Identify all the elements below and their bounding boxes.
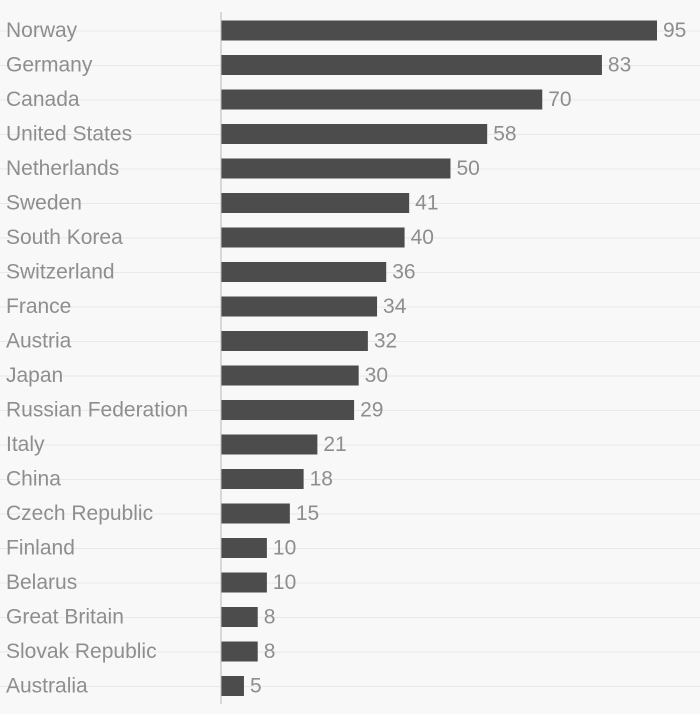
value-label: 8 [264, 640, 276, 663]
category-label: Finland [6, 537, 75, 560]
bar [221, 607, 258, 627]
category-label: Japan [6, 364, 63, 387]
category-label: Slovak Republic [6, 640, 157, 663]
category-label: United States [6, 123, 132, 146]
value-label: 10 [273, 537, 296, 560]
category-label: Great Britain [6, 606, 124, 629]
category-labels: Norway Germany Canada United States Netherla… [6, 19, 188, 698]
category-label: China [6, 468, 61, 491]
value-label: 30 [365, 364, 388, 387]
bar [221, 538, 267, 558]
bar [221, 469, 304, 489]
category-label: Austria [6, 330, 72, 353]
value-label: 58 [493, 123, 516, 146]
bar [221, 55, 602, 75]
bar [221, 158, 451, 179]
category-label: Sweden [6, 192, 82, 215]
bar [221, 20, 657, 41]
value-label: 10 [273, 571, 296, 594]
category-label: South Korea [6, 226, 123, 249]
value-label: 15 [296, 502, 319, 525]
category-label: Belarus [6, 571, 77, 594]
bar [221, 572, 267, 593]
value-label: 95 [663, 19, 686, 42]
value-label: 8 [264, 606, 276, 629]
bar [221, 641, 258, 662]
bar [221, 227, 405, 248]
bar [221, 676, 244, 696]
bar [221, 434, 318, 455]
bar [221, 193, 410, 213]
value-label: 70 [548, 88, 571, 111]
category-label: Russian Federation [6, 399, 188, 422]
value-label: 40 [411, 226, 434, 249]
bar [221, 503, 290, 524]
value-label: 5 [250, 675, 262, 698]
category-label: Switzerland [6, 261, 115, 284]
category-label: Norway [6, 19, 78, 42]
value-label: 32 [374, 330, 397, 353]
bar [221, 124, 488, 144]
category-label: Germany [6, 54, 93, 77]
bar [221, 331, 368, 351]
bar [221, 296, 378, 317]
value-label: 41 [415, 192, 438, 215]
category-label: France [6, 295, 71, 318]
bars [221, 20, 657, 696]
value-label: 34 [383, 295, 407, 318]
bar [221, 365, 359, 386]
category-label: Canada [6, 88, 80, 111]
category-label: Australia [6, 675, 88, 698]
value-label: 36 [392, 261, 415, 284]
bar [221, 400, 355, 420]
value-label: 21 [323, 433, 346, 456]
bar [221, 89, 543, 110]
category-label: Netherlands [6, 157, 119, 180]
category-label: Italy [6, 433, 45, 456]
category-label: Czech Republic [6, 502, 153, 525]
gridlines [0, 30, 700, 687]
bar [221, 262, 387, 282]
value-label: 50 [456, 157, 479, 180]
value-label: 18 [310, 468, 333, 491]
value-label: 29 [360, 399, 383, 422]
value-label: 83 [608, 54, 631, 77]
